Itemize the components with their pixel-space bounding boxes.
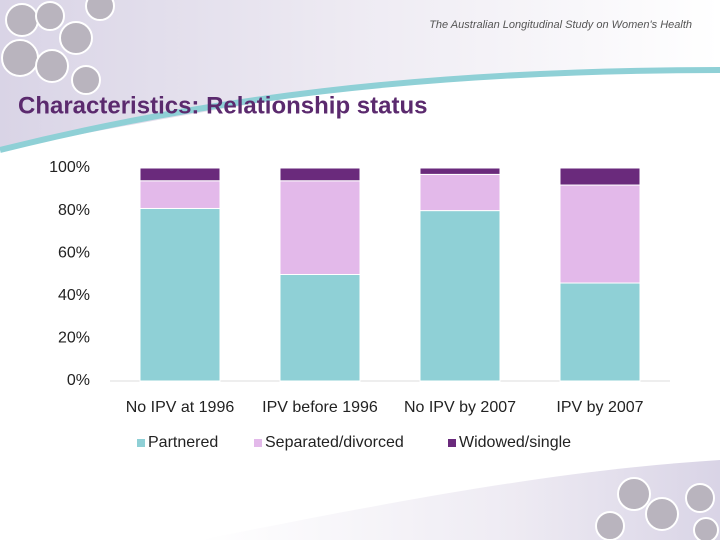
legend-swatch: [137, 439, 145, 447]
y-tick-label: 60%: [58, 244, 90, 261]
bar-segment: [559, 282, 641, 382]
x-tick-label: No IPV at 1996: [126, 399, 235, 416]
legend-label: Partnered: [148, 434, 218, 451]
bar-segment: [419, 173, 501, 212]
x-tick-label: No IPV by 2007: [404, 399, 516, 416]
y-tick-label: 20%: [58, 330, 90, 347]
bar-segment: [419, 210, 501, 382]
bar-segment: [419, 167, 501, 175]
slide-header: The Australian Longitudinal Study on Wom…: [429, 19, 692, 31]
bar-segment: [559, 184, 641, 284]
swoosh: [0, 67, 720, 153]
y-tick-label: 40%: [58, 287, 90, 304]
y-tick-label: 100%: [49, 159, 90, 176]
bar-segment: [139, 180, 221, 209]
chart-title: Characteristics: Relationship status: [18, 92, 427, 119]
footer-band: [200, 460, 720, 540]
legend-swatch: [448, 439, 456, 447]
bar-segment: [279, 274, 361, 382]
bar-segment: [279, 167, 361, 182]
legend-label: Widowed/single: [459, 434, 571, 451]
legend-label: Separated/divorced: [265, 434, 404, 451]
y-tick-label: 0%: [67, 372, 90, 389]
x-tick-label: IPV before 1996: [262, 399, 378, 416]
bar-segment: [279, 180, 361, 275]
x-tick-label: IPV by 2007: [556, 399, 643, 416]
y-tick-label: 80%: [58, 202, 90, 219]
bar-segment: [139, 207, 221, 382]
bar-segment: [139, 167, 221, 182]
legend-swatch: [254, 439, 262, 447]
bar-segment: [559, 167, 641, 186]
